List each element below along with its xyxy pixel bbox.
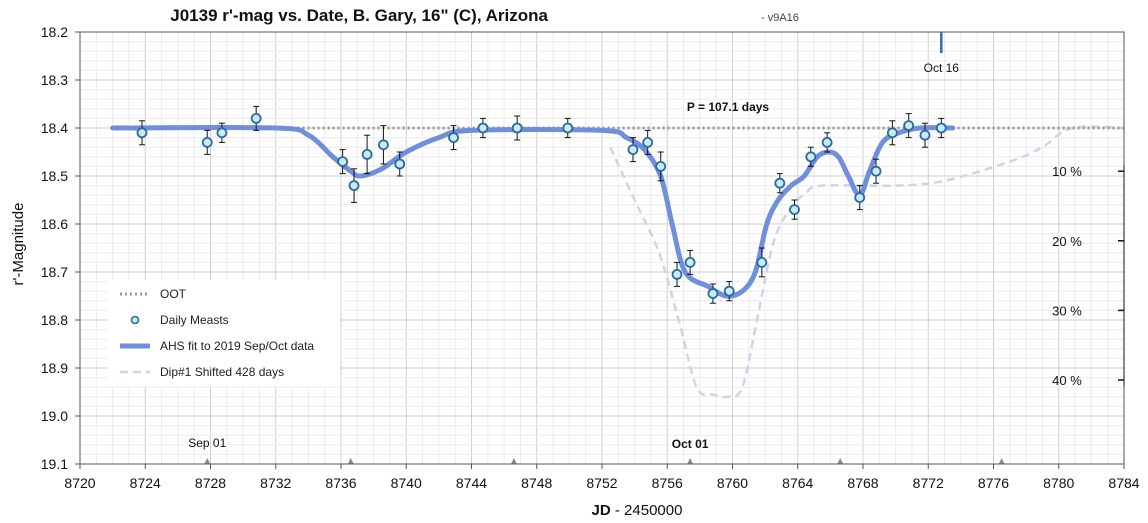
y-tick-label: 19.0: [41, 408, 68, 424]
daily-measurement-point: [655, 160, 667, 172]
y-tick-label: 19.1: [41, 456, 68, 472]
oct01-label: Oct 01: [672, 437, 709, 451]
x-tick-label: 8752: [586, 475, 617, 491]
daily-measurement-point: [394, 158, 406, 170]
daily-measurement-point: [562, 122, 574, 134]
daily-measurement-point: [821, 136, 833, 148]
ahs-fit-line: [110, 124, 956, 299]
oct16-label: Oct 16: [924, 61, 960, 75]
daily-measurement-point: [919, 129, 931, 141]
date-triangle-marker: [204, 458, 211, 464]
x-axis-title-bold: JD: [592, 502, 611, 519]
daily-measurement-point: [935, 122, 947, 134]
y-tick-label: 18.6: [41, 216, 68, 232]
daily-measurement-point: [250, 113, 262, 124]
daily-measurement-point: [642, 136, 654, 148]
legend-box: [108, 280, 340, 386]
x-tick-label: 8772: [913, 475, 944, 491]
daily-measurement-point: [756, 256, 768, 268]
date-markers: [204, 458, 1005, 464]
x-tick-label: 8764: [782, 475, 813, 491]
daily-measurement-point: [707, 288, 719, 300]
sep01-label: Sep 01: [188, 436, 226, 450]
daily-measurement-point: [870, 165, 882, 177]
x-axis-title: JD - 2450000: [592, 502, 683, 519]
x-tick-label: 8776: [978, 475, 1009, 491]
y-tick-label: 18.7: [41, 264, 68, 280]
daily-measurement-point: [886, 127, 898, 139]
x-tick-label: 8760: [717, 475, 748, 491]
x-tick-label: 8744: [456, 475, 487, 491]
x-axis-title-rest: - 2450000: [611, 502, 683, 519]
daily-measurement-point: [789, 204, 800, 216]
x-tick-label: 8736: [325, 475, 356, 491]
legend-daily-label: Daily Measts: [160, 313, 229, 327]
daily-measurement-point: [627, 144, 639, 156]
x-tick-label: 8768: [847, 475, 878, 491]
axes: 18.2 18.3 18.4 18.5 18.6 18.7 18.8 18.9 19.0 19.1…: [41, 24, 1140, 491]
x-tick-label: 8720: [64, 475, 95, 491]
daily-measurement-point: [854, 192, 866, 204]
depth-scale-label: 40 %: [1052, 373, 1082, 388]
x-tick-label: 8728: [195, 475, 226, 491]
daily-measurement-point: [448, 132, 459, 144]
legend-daily-swatch: [130, 315, 140, 325]
daily-measurement-point: [136, 127, 148, 139]
daily-measurement-point: [337, 156, 349, 168]
daily-measurement-point: [671, 268, 683, 280]
series-layer: [110, 105, 1125, 399]
chart-subtitle: - v9A16: [761, 12, 799, 24]
chart-title: J0139 r'-mag vs. Date, B. Gary, 16" (C),…: [170, 6, 548, 25]
y-tick-label: 18.3: [41, 72, 68, 88]
date-triangle-marker: [998, 458, 1005, 464]
daily-measurement-point: [723, 285, 735, 297]
period-annotation: P = 107.1 days: [687, 100, 770, 114]
daily-measurement-point: [378, 139, 389, 151]
legend: OOT Daily Measts AHS fit to 2019 Sep/Oct…: [108, 280, 340, 386]
daily-measurement-point: [201, 136, 213, 148]
daily-measurement-point: [477, 122, 489, 134]
y-tick-label: 18.2: [41, 24, 68, 40]
depth-scale-label: 30 %: [1052, 303, 1082, 318]
date-triangle-marker: [687, 458, 694, 464]
y-tick-label: 18.9: [41, 360, 68, 376]
daily-measurement-point: [903, 120, 915, 131]
y-tick-label: 18.4: [41, 120, 68, 136]
date-triangle-marker: [837, 458, 844, 464]
daily-measurement-point: [348, 180, 360, 192]
daily-measurement-point: [216, 127, 228, 139]
x-tick-label: 8748: [521, 475, 552, 491]
depth-scale-label: 10 %: [1052, 164, 1082, 179]
daily-measurement-point: [684, 256, 696, 268]
daily-measurement-point: [361, 148, 373, 160]
y-axis-title: r'-Magnitude: [10, 203, 27, 286]
daily-measurement-point: [774, 177, 786, 189]
y-tick-label: 18.8: [41, 312, 68, 328]
legend-dip-label: Dip#1 Shifted 428 days: [160, 365, 284, 379]
date-triangle-marker: [347, 458, 354, 464]
legend-oot-label: OOT: [160, 287, 187, 301]
y-tick-label: 18.5: [41, 168, 68, 184]
x-tick-label: 8732: [260, 475, 291, 491]
x-tick-label: 8740: [391, 475, 422, 491]
x-tick-label: 8724: [130, 475, 161, 491]
daily-measurement-point: [805, 151, 817, 163]
date-triangle-marker: [510, 458, 517, 464]
x-tick-label: 8784: [1108, 475, 1139, 491]
legend-ahs-label: AHS fit to 2019 Sep/Oct data: [160, 339, 314, 353]
daily-measurement-point: [511, 122, 523, 134]
x-tick-label: 8756: [652, 475, 683, 491]
x-tick-label: 8780: [1043, 475, 1074, 491]
depth-scale: 10 % 20 % 30 % 40 %: [1052, 164, 1125, 388]
dip1-shifted-line: [609, 125, 1125, 399]
depth-scale-label: 20 %: [1052, 234, 1082, 249]
